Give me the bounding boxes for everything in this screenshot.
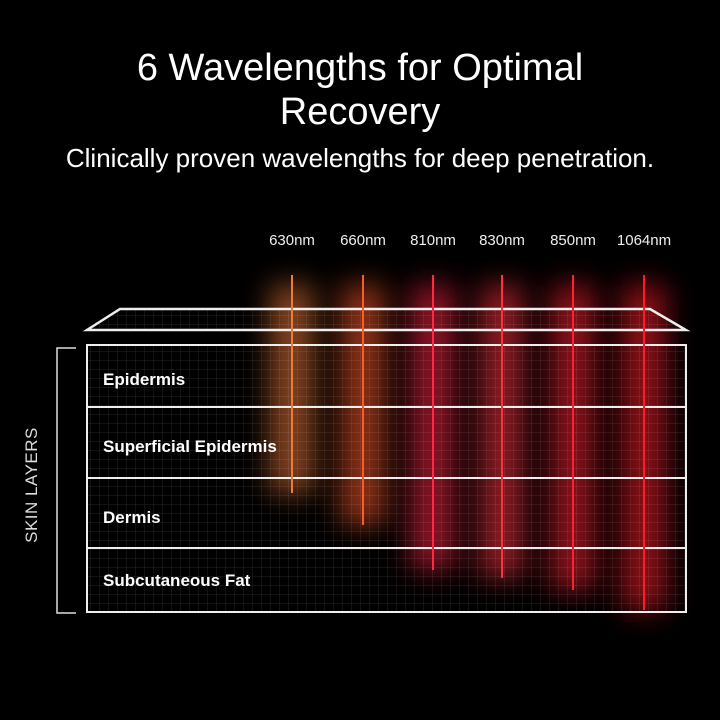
top-platform [82,307,691,332]
wavelength-label: 810nm [410,232,456,249]
wavelength-label: 1064nm [616,232,672,249]
skin-layers-bracket [56,347,76,614]
layer-label-superficial-epidermis: Superficial Epidermis [103,437,277,456]
layer-label-epidermis: Epidermis [103,370,186,389]
subtitle: Clinically proven wavelengths for deep p… [65,143,655,173]
wavelength-label: 830nm [479,232,525,249]
page-title: 6 Wavelengths for Optimal Recovery [0,46,720,134]
layer-label-subcutaneous-fat: Subcutaneous Fat [103,571,251,590]
layer-label-dermis: Dermis [103,508,161,527]
wavelength-label: 660nm [340,232,386,249]
wavelength-label: 850nm [550,232,596,249]
title-line-2: Recovery [279,91,441,133]
skin-layers-label: SKIN LAYERS [22,427,41,543]
wavelength-label: 630nm [269,232,315,249]
title-line-1: 6 Wavelengths for Optimal [136,47,584,89]
